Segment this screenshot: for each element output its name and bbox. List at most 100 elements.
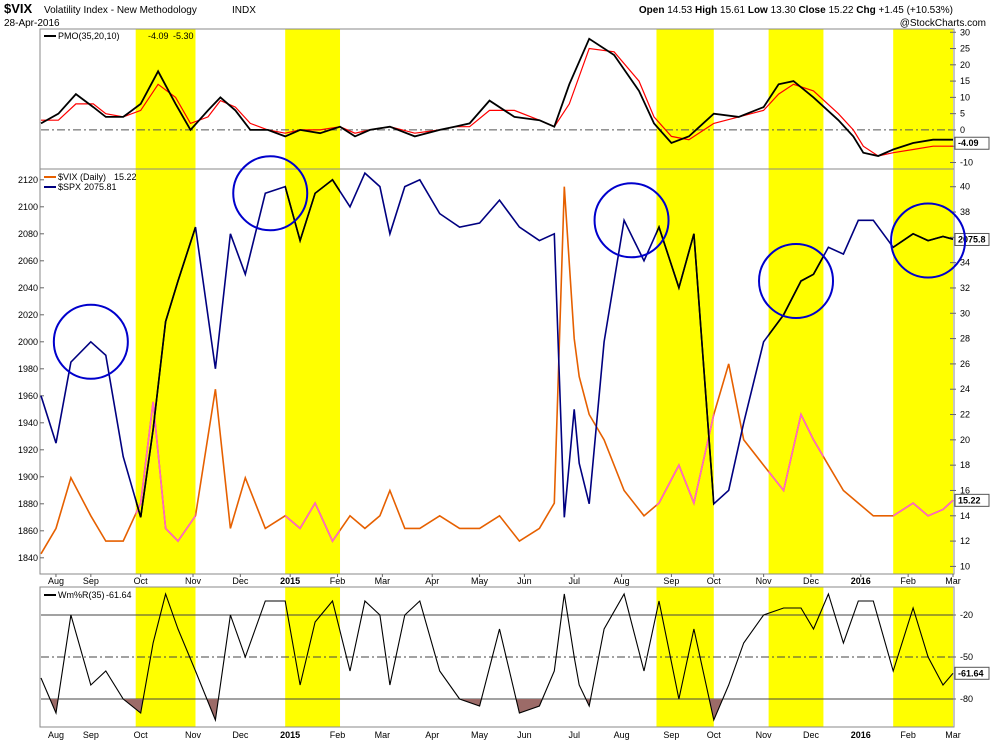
vix-tick-label-5: 20 xyxy=(960,435,970,445)
x-axis: Aug Aug Sep Sep Oct Oct Nov Nov Dec Dec 2015 2015 Fe… xyxy=(48,574,961,740)
month-label-bottom-16: Dec xyxy=(803,730,820,740)
pmo-tick-label-4: 10 xyxy=(960,92,970,102)
spx-tick-label-2: 1880 xyxy=(18,499,38,509)
vix-tick-label-10: 30 xyxy=(960,308,970,318)
month-label-bottom-4: Dec xyxy=(232,730,249,740)
pmo-last-value-box xyxy=(954,136,990,150)
month-label-mid-19: Mar xyxy=(945,576,961,586)
month-label-bottom-9: May xyxy=(471,730,489,740)
wmr-legend: Wm%R(35) -61.64 xyxy=(44,590,132,600)
chart-date: 28-Apr-2016 xyxy=(4,18,60,29)
month-label-bottom-6: Feb xyxy=(330,730,346,740)
vix-tick-label-3: 16 xyxy=(960,485,970,495)
chg-value: +1.45 (+10.53%) xyxy=(879,5,954,16)
highlight-band-pmo-0 xyxy=(135,29,196,169)
annotation-circle-0 xyxy=(52,303,129,380)
pmo-legend-value2: -5.30 xyxy=(173,31,194,41)
high-value: 15.61 xyxy=(720,5,745,16)
month-label-mid-9: May xyxy=(471,576,489,586)
highlight-bands xyxy=(135,29,953,727)
month-label-mid-15: Nov xyxy=(756,576,773,586)
wmr-tick-label-2: -80 xyxy=(960,694,973,704)
low-label: Low xyxy=(748,5,768,16)
month-label-bottom-12: Aug xyxy=(614,730,630,740)
month-label-mid-12: Aug xyxy=(614,576,630,586)
month-label-bottom-17: 2016 xyxy=(851,730,871,740)
month-label-mid-10: Jun xyxy=(517,576,532,586)
month-label-bottom-15: Nov xyxy=(756,730,773,740)
month-label-bottom-2: Oct xyxy=(134,730,149,740)
month-label-mid-1: Sep xyxy=(83,576,99,586)
wmr-tick-label-1: -50 xyxy=(960,652,973,662)
month-label-bottom-10: Jun xyxy=(517,730,532,740)
month-label-bottom-3: Nov xyxy=(185,730,202,740)
pmo-tick-label-8: -10 xyxy=(960,157,973,167)
pmo-legend-value1: -4.09 xyxy=(148,31,169,41)
chart-header: $VIX Volatility Index - New Methodology … xyxy=(4,1,986,29)
spx-tick-label-13: 2100 xyxy=(18,202,38,212)
month-label-mid-18: Feb xyxy=(900,576,916,586)
month-label-mid-8: Apr xyxy=(425,576,439,586)
annotation-circle-3 xyxy=(758,243,835,320)
spx-tick-label-3: 1900 xyxy=(18,472,38,482)
spx-tick-label-0: 1840 xyxy=(18,553,38,563)
month-label-mid-16: Dec xyxy=(803,576,820,586)
vix-tick-label-2: 14 xyxy=(960,511,970,521)
spx-tick-label-4: 1920 xyxy=(18,445,38,455)
vix-tick-label-1: 12 xyxy=(960,536,970,546)
wmr-last-value-text: -61.64 xyxy=(958,668,984,678)
vix-tick-label-8: 26 xyxy=(960,359,970,369)
vix-tick-label-15: 40 xyxy=(960,182,970,192)
close-label: Close xyxy=(798,5,826,16)
month-label-mid-11: Jul xyxy=(568,576,580,586)
vix-tick-label-7: 24 xyxy=(960,384,970,394)
high-label: High xyxy=(695,5,717,16)
highlight-band-price-1 xyxy=(285,169,341,574)
month-label-bottom-0: Aug xyxy=(48,730,64,740)
price-panel-frame xyxy=(39,168,955,575)
vix-tick-label-12: 34 xyxy=(960,258,970,268)
month-label-mid-2: Oct xyxy=(134,576,149,586)
spx-tick-label-6: 1960 xyxy=(18,391,38,401)
vix-tick-label-14: 38 xyxy=(960,207,970,217)
wmr-last-value: -61.64 xyxy=(954,666,990,680)
open-label: Open xyxy=(639,5,665,16)
month-label-bottom-1: Sep xyxy=(83,730,99,740)
month-label-mid-3: Nov xyxy=(185,576,202,586)
annotation-circle-2 xyxy=(593,182,670,259)
spx-tick-label-7: 1980 xyxy=(18,364,38,374)
highlight-band-pmo-2 xyxy=(656,29,714,169)
month-label-bottom-13: Sep xyxy=(663,730,679,740)
highlight-band-price-3 xyxy=(768,169,824,574)
spx-last-value-text: 2075.8 xyxy=(958,234,986,244)
vix-tick-label-9: 28 xyxy=(960,334,970,344)
highlight-band-price-4 xyxy=(893,169,953,574)
price-axis: 1840186018801900192019401960198020002020… xyxy=(18,175,970,572)
highlight-band-pmo-1 xyxy=(285,29,341,169)
spx-tick-label-11: 2060 xyxy=(18,256,38,266)
pmo-last-value: -4.09 xyxy=(954,136,990,150)
chart-name: Volatility Index - New Methodology xyxy=(44,5,197,16)
pmo-tick-label-6: 0 xyxy=(960,125,965,135)
month-label-bottom-14: Oct xyxy=(707,730,722,740)
month-label-bottom-7: Mar xyxy=(375,730,391,740)
pmo-last-value-text: -4.09 xyxy=(958,138,979,148)
month-label-mid-0: Aug xyxy=(48,576,64,586)
spx-tick-label-9: 2020 xyxy=(18,310,38,320)
pmo-tick-label-1: 25 xyxy=(960,44,970,54)
wmr-legend-value: -61.64 xyxy=(106,590,132,600)
month-label-mid-7: Mar xyxy=(375,576,391,586)
vix-last-value: 15.22 xyxy=(954,493,990,507)
month-label-bottom-5: 2015 xyxy=(280,730,300,740)
annotation-circles xyxy=(52,155,967,380)
vix-tick-label-0: 10 xyxy=(960,561,970,571)
pmo-signal-line xyxy=(41,47,953,157)
month-label-mid-17: 2016 xyxy=(851,576,871,586)
spx-tick-label-5: 1940 xyxy=(18,418,38,428)
month-label-mid-14: Oct xyxy=(707,576,722,586)
month-label-bottom-8: Apr xyxy=(425,730,439,740)
highlight-band-price-0 xyxy=(135,169,196,574)
spx-tick-label-8: 2000 xyxy=(18,337,38,347)
